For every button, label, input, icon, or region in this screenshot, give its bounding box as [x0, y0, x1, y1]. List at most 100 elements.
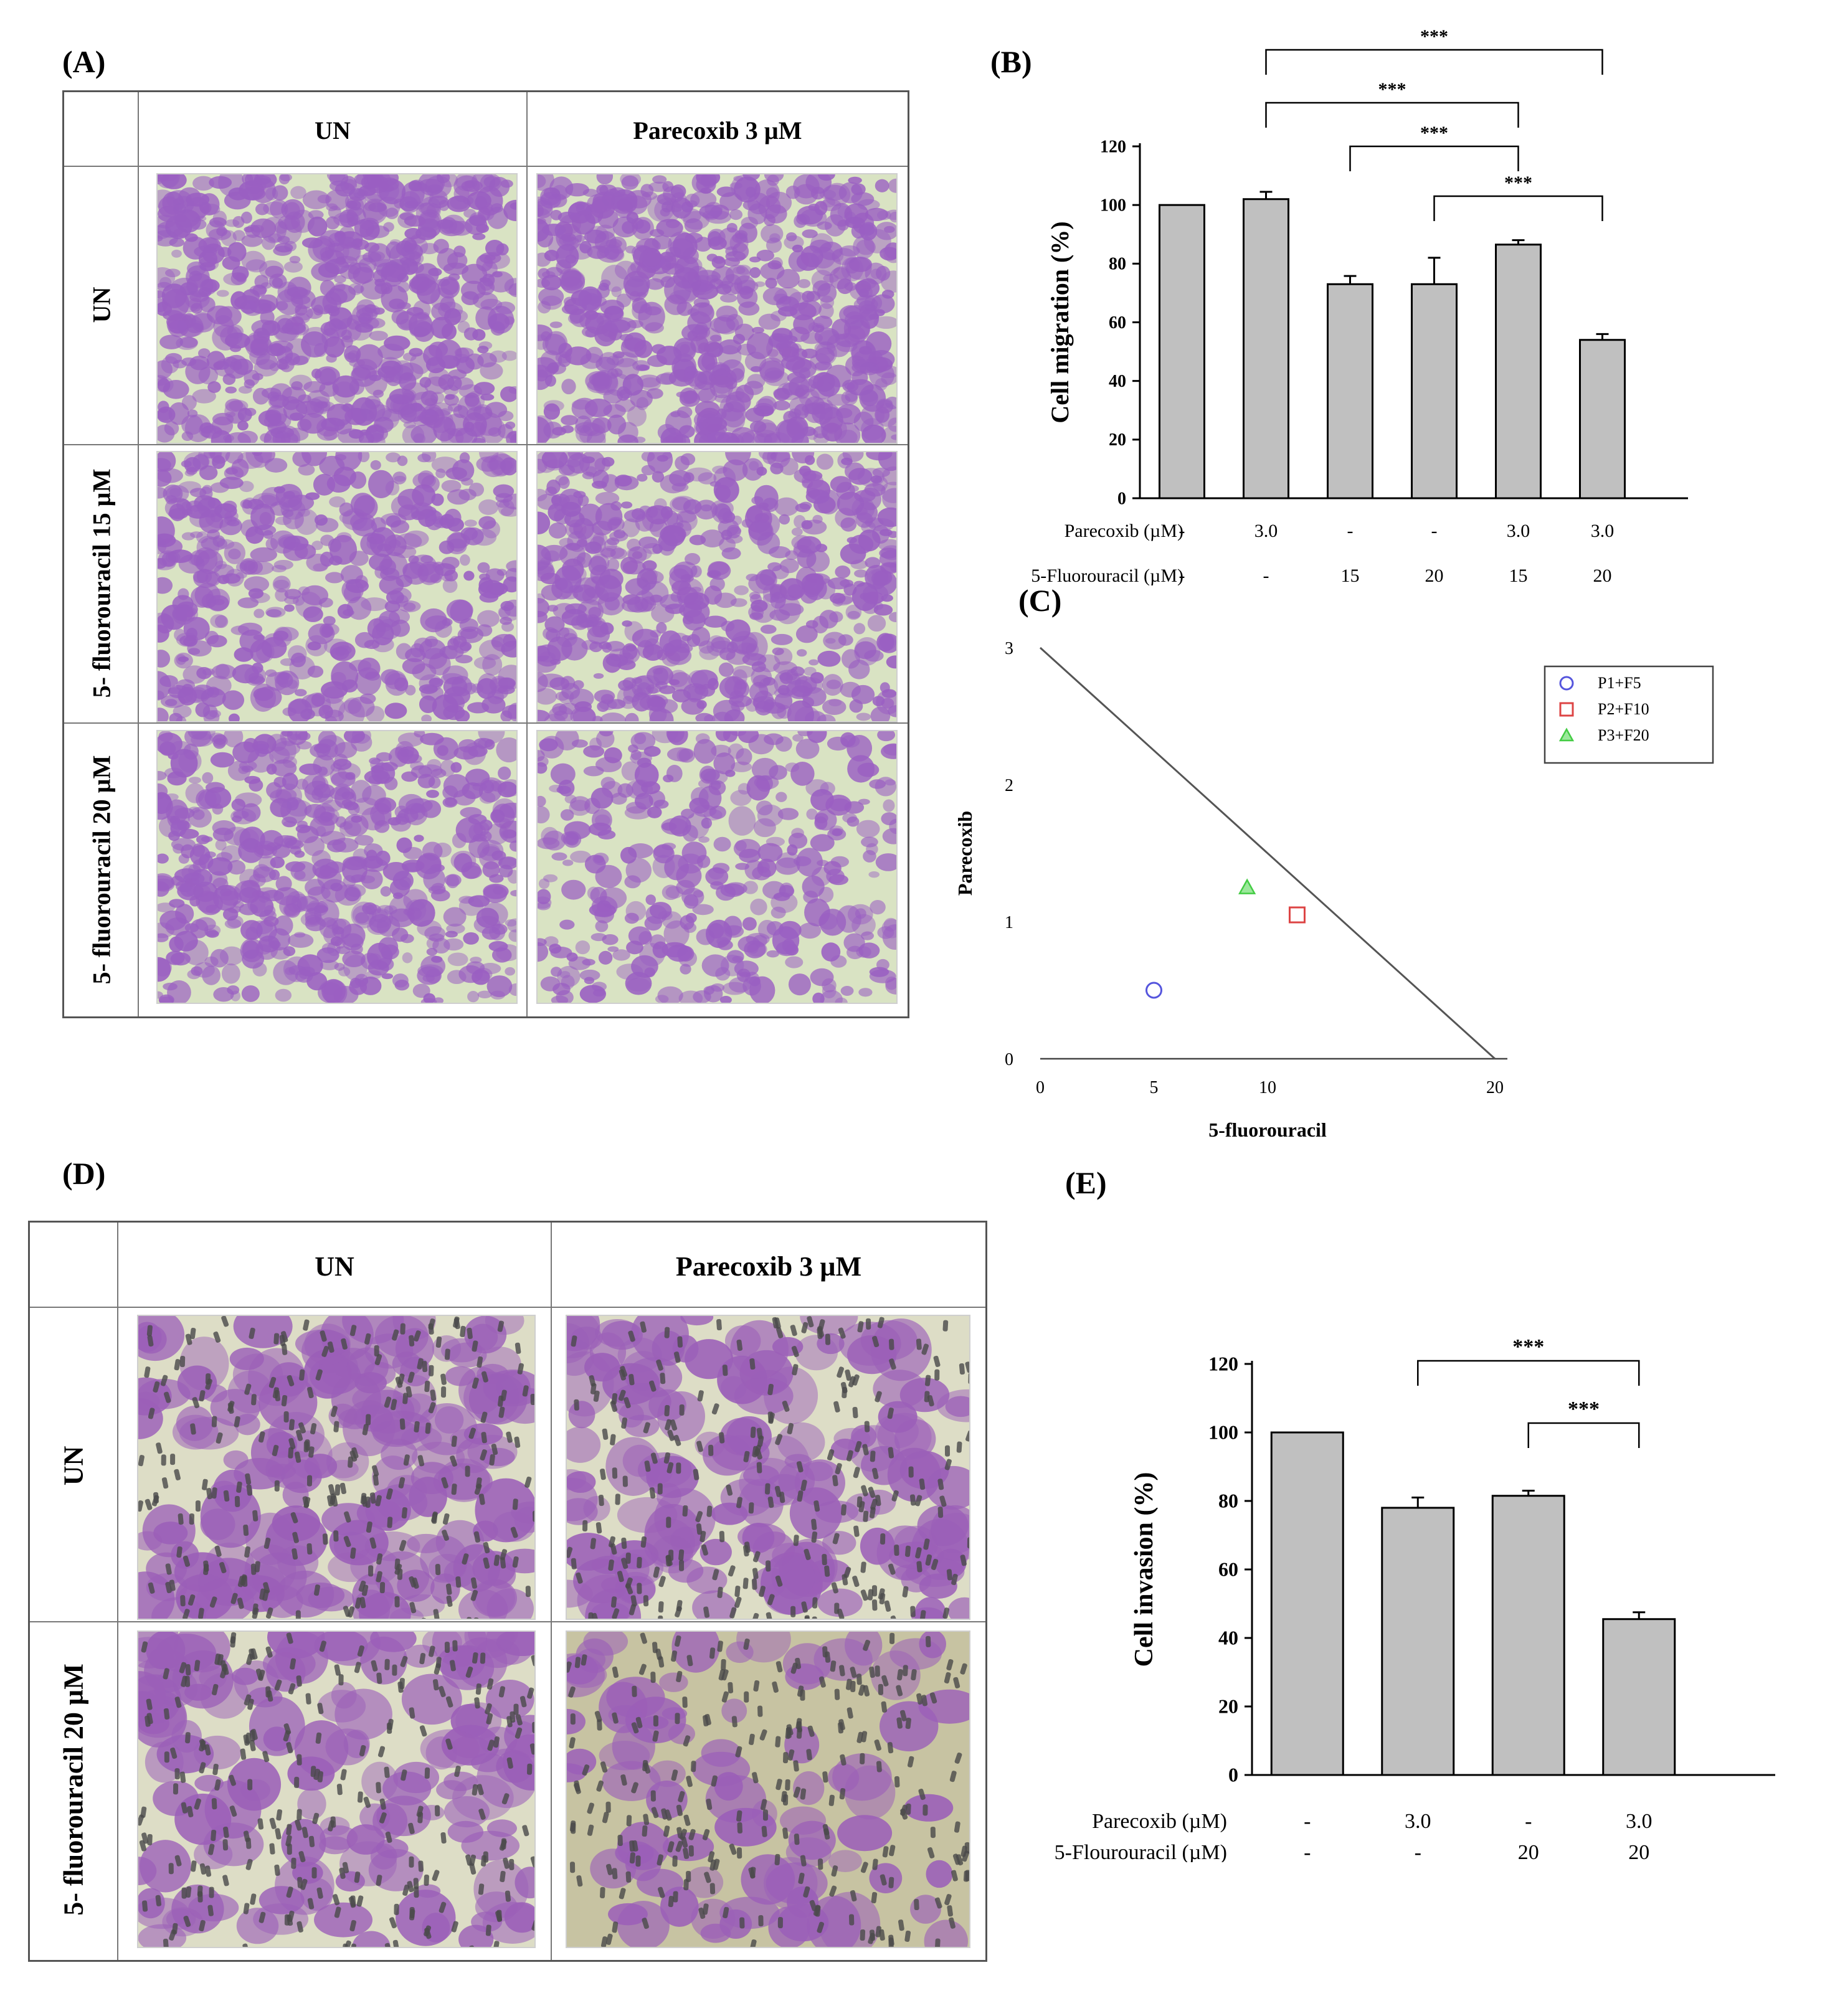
b-bar — [1327, 283, 1373, 499]
panel-d-gridline — [30, 1307, 985, 1308]
c-x-tick-label: 20 — [1486, 1078, 1504, 1097]
c-legend-marker — [1559, 676, 1574, 691]
panel-a-row-header-5fu-20: 5- fluorouracil 20 µM — [87, 755, 116, 985]
micrograph-a-5fu15-un — [156, 451, 518, 722]
c-y-tick-label: 1 — [1005, 913, 1013, 932]
micrograph-stained-cells — [158, 174, 516, 443]
c-x-tick-label: 5 — [1150, 1078, 1159, 1097]
b-significance-bracket — [1265, 49, 1603, 75]
b-condition-value: 15 — [1509, 566, 1528, 585]
c-x-tick-label: 10 — [1259, 1078, 1276, 1097]
b-significance-label: *** — [1378, 79, 1406, 100]
chart-e-invasion: 0 20 40 60 80 100 120 Cell invasion (%) Parecoxi… — [1055, 1335, 1775, 1862]
micrograph-membrane-pores — [138, 1316, 534, 1619]
b-y-tick-label: 40 — [1109, 372, 1126, 391]
panel-a-row-header-un: UN — [87, 286, 116, 323]
b-condition-value: - — [1179, 566, 1185, 585]
b-significance-bracket — [1433, 195, 1603, 221]
panel-a-row-header-5fu-15: 5- fluorouracil 15 µM — [87, 468, 116, 698]
e-condition-value: 20 — [1518, 1841, 1539, 1862]
b-bar — [1411, 283, 1458, 499]
b-bar — [1159, 204, 1205, 499]
panel-d-row-header-un: UN — [58, 1446, 89, 1486]
b-condition-value: - — [1263, 566, 1269, 585]
e-bar — [1602, 1618, 1676, 1776]
e-y-tick-label: 0 — [1228, 1764, 1238, 1786]
b-y-axis-label: Cell migration (%) — [1046, 221, 1074, 423]
b-significance-label: *** — [1420, 26, 1448, 47]
c-point — [1288, 906, 1306, 924]
e-significance-label: *** — [1568, 1398, 1600, 1421]
c-y-tick-label: 3 — [1005, 639, 1013, 658]
b-y-tick-label: 20 — [1109, 430, 1126, 450]
chart-c-isobologram: 0 5 10 20 0 1 2 3 5-fluorouracil Parecoxib P1+F5 P2… — [954, 639, 1714, 1141]
panel-label-e: (E) — [1065, 1165, 1107, 1200]
panel-a-gridline — [526, 92, 528, 1016]
e-y-tick-label: 20 — [1218, 1695, 1238, 1718]
micrograph-a-5fu20-un — [156, 730, 518, 1004]
panel-a-gridline — [64, 166, 908, 167]
panel-a-col-header-parecoxib: Parecoxib 3 µM — [633, 116, 802, 144]
panel-label-a: (A) — [62, 44, 106, 79]
b-condition-value: 20 — [1593, 566, 1612, 585]
panel-d-micrograph-table: UN Parecoxib 3 µM UN 5- fluorouracil 20 … — [28, 1221, 987, 1962]
panel-d-gridline — [551, 1223, 552, 1960]
micrograph-a-5fu20-parecoxib — [536, 730, 898, 1004]
b-condition-value: - — [1431, 521, 1438, 541]
e-y-tick-label: 60 — [1218, 1558, 1238, 1581]
chart-b-migration: 0 20 40 60 80 100 120 Cell migration (%) Parecox… — [1031, 26, 1688, 585]
b-bar — [1243, 198, 1289, 499]
e-y-tick-label: 100 — [1208, 1421, 1238, 1444]
b-condition-value: - — [1179, 521, 1185, 541]
micrograph-d-5fu20-un — [137, 1630, 536, 1948]
b-significance-bracket — [1265, 102, 1519, 128]
micrograph-d-5fu20-parecoxib — [566, 1630, 970, 1948]
micrograph-stained-cells — [158, 452, 516, 721]
c-point — [1238, 878, 1256, 894]
c-isobole-line — [1039, 646, 1496, 1060]
c-legend-marker — [1558, 727, 1575, 742]
panel-d-gridline — [30, 1621, 985, 1622]
e-significance-bracket — [1527, 1422, 1640, 1448]
b-y-tick-label: 100 — [1100, 196, 1126, 215]
e-condition-value: 3.0 — [1405, 1810, 1431, 1833]
c-x-axis-label: 5-fluorouracil — [1208, 1119, 1327, 1141]
micrograph-d-un-un — [137, 1315, 536, 1620]
panel-a-gridline — [64, 444, 908, 445]
b-y-tick-label: 0 — [1117, 489, 1126, 508]
micrograph-stained-cells — [538, 731, 896, 1003]
b-significance-label: *** — [1504, 173, 1532, 193]
panel-label-b: (B) — [990, 44, 1032, 79]
micrograph-d-un-parecoxib — [566, 1315, 970, 1620]
micrograph-membrane-pores — [138, 1632, 534, 1947]
e-y-tick-label: 40 — [1218, 1627, 1238, 1649]
panel-a-gridline — [138, 92, 139, 1016]
e-condition-value: - — [1415, 1841, 1421, 1862]
panel-a-gridline — [64, 722, 908, 724]
panel-d-gridline — [117, 1223, 118, 1960]
b-y-tick-label: 80 — [1109, 255, 1126, 274]
e-bar — [1270, 1431, 1344, 1776]
c-legend-label: P2+F10 — [1598, 700, 1649, 718]
e-condition-value: - — [1304, 1810, 1311, 1833]
micrograph-stained-cells — [538, 452, 896, 721]
c-legend-marker — [1559, 702, 1574, 717]
e-condition-label: 5-Flourouracil (µM) — [1055, 1841, 1227, 1862]
c-y-axis-label: Parecoxib — [954, 811, 976, 896]
micrograph-a-5fu15-parecoxib — [536, 451, 898, 722]
e-condition-value: - — [1304, 1841, 1311, 1862]
e-condition-value: - — [1525, 1810, 1532, 1833]
micrograph-membrane-pores — [567, 1316, 969, 1619]
c-x-tick-label: 0 — [1036, 1078, 1045, 1097]
panel-a-col-header-un: UN — [315, 116, 351, 144]
micrograph-a-un-un — [156, 173, 518, 444]
b-bar — [1495, 244, 1542, 499]
e-bar — [1381, 1507, 1455, 1776]
micrograph-stained-cells — [158, 731, 516, 1003]
panel-d-col-header-parecoxib: Parecoxib 3 µM — [675, 1251, 862, 1282]
micrograph-membrane-pores — [567, 1632, 969, 1947]
panel-a-micrograph-table: UN Parecoxib 3 µM UN 5- fluorouracil 15 … — [62, 90, 909, 1018]
e-y-axis-label: Cell invasion (%) — [1130, 1472, 1159, 1667]
b-condition-value: 20 — [1425, 566, 1444, 585]
c-legend-label: P1+F5 — [1598, 674, 1641, 692]
